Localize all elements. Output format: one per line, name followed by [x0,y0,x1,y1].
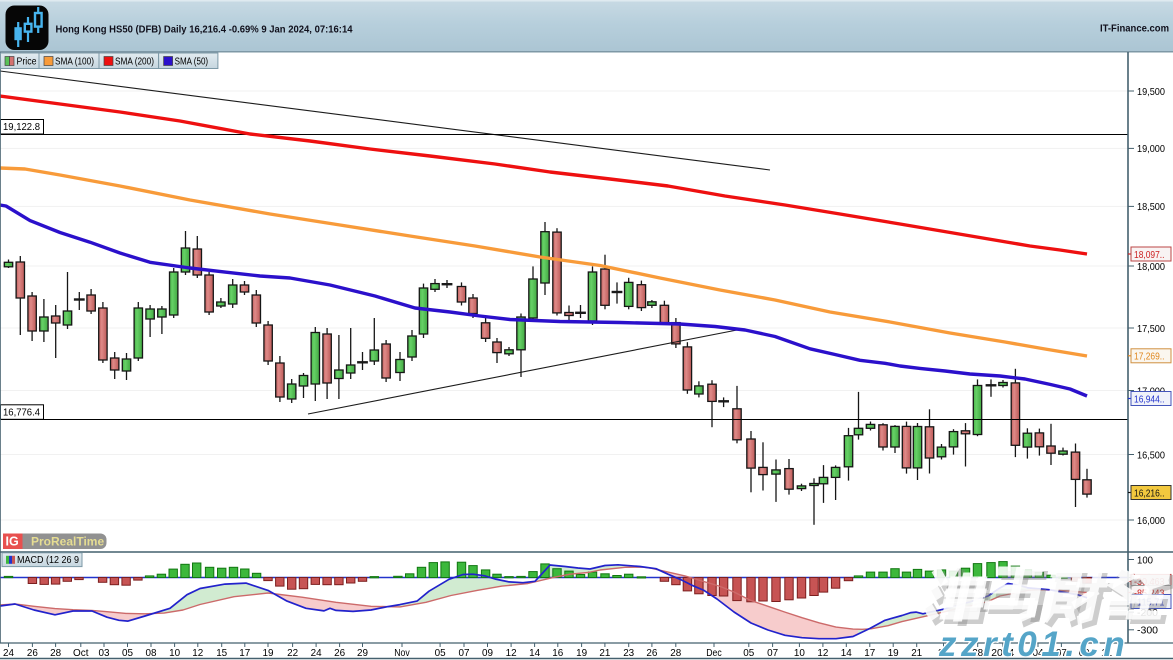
svg-text:18,000: 18,000 [1137,261,1165,273]
svg-text:2024: 2024 [991,647,1014,659]
svg-text:17: 17 [239,647,250,659]
svg-text:Dec: Dec [706,647,722,659]
svg-text:24: 24 [3,647,14,659]
svg-text:28: 28 [50,647,61,659]
svg-text:16: 16 [552,647,563,659]
svg-text:SMA (200): SMA (200) [115,56,154,67]
svg-text:05: 05 [122,647,133,659]
svg-text:09: 09 [1079,647,1090,659]
svg-text:16,944..: 16,944.. [1134,394,1165,405]
svg-text:09: 09 [482,647,493,659]
svg-text:12: 12 [506,647,517,659]
svg-text:ProRealTime: ProRealTime [31,535,104,549]
svg-text:18,500: 18,500 [1137,201,1165,213]
svg-text:19,000: 19,000 [1137,143,1165,155]
svg-text:21: 21 [599,647,610,659]
svg-text:14: 14 [529,647,540,659]
svg-text:SMA (100): SMA (100) [55,56,94,67]
svg-text:16,776.4: 16,776.4 [3,408,40,419]
svg-text:IG: IG [6,535,19,549]
svg-text:19: 19 [576,647,587,659]
svg-text:07: 07 [767,647,778,659]
svg-text:29: 29 [357,647,368,659]
svg-text:16,500: 16,500 [1137,449,1165,461]
svg-text:Price: Price [17,56,37,67]
svg-text:11: 11 [1101,647,1112,659]
svg-text:12: 12 [817,647,828,659]
svg-text:07: 07 [459,647,470,659]
svg-text:23: 23 [623,647,634,659]
svg-text:10: 10 [794,647,805,659]
svg-text:26: 26 [27,647,38,659]
svg-text:22: 22 [287,647,298,659]
svg-text:-300: -300 [1137,625,1158,637]
svg-text:03: 03 [99,647,110,659]
svg-text:21: 21 [911,647,922,659]
svg-text:07: 07 [1056,647,1067,659]
svg-text:16,216..: 16,216.. [1134,488,1165,499]
svg-text:17,500: 17,500 [1137,323,1165,335]
svg-text:16,000: 16,000 [1137,515,1165,527]
svg-text:19,122.8: 19,122.8 [3,122,40,133]
svg-text:17,269..: 17,269.. [1134,352,1165,363]
svg-text:25: 25 [938,647,949,659]
svg-text:05: 05 [435,647,446,659]
svg-text:MACD (12 26 9: MACD (12 26 9 [17,555,79,566]
svg-text:24: 24 [311,647,322,659]
svg-text:Oct: Oct [73,647,89,659]
svg-text:05: 05 [743,647,754,659]
svg-text:100: 100 [1137,554,1153,566]
svg-text:26: 26 [334,647,345,659]
svg-text:19: 19 [263,647,274,659]
svg-text:08: 08 [146,647,157,659]
svg-text:17: 17 [864,647,875,659]
svg-text:19: 19 [888,647,899,659]
svg-text:15: 15 [216,647,227,659]
svg-text:10: 10 [169,647,180,659]
svg-text:26: 26 [646,647,657,659]
svg-text:28: 28 [670,647,681,659]
svg-text:Nov: Nov [394,647,410,659]
svg-text:zzrt01.cn: zzrt01.cn [938,625,1129,660]
svg-text:Hong Kong HS50 (DFB) Daily 16,: Hong Kong HS50 (DFB) Daily 16,216.4 -0.6… [56,24,353,36]
svg-text:28: 28 [972,647,983,659]
svg-text:12: 12 [192,647,203,659]
svg-text:IT-Finance.com: IT-Finance.com [1100,23,1169,35]
svg-text:SMA (50): SMA (50) [175,56,209,67]
svg-text:18,097..: 18,097.. [1134,250,1165,261]
svg-text:04: 04 [1033,647,1044,659]
svg-text:19,500: 19,500 [1137,86,1165,98]
svg-text:14: 14 [841,647,852,659]
